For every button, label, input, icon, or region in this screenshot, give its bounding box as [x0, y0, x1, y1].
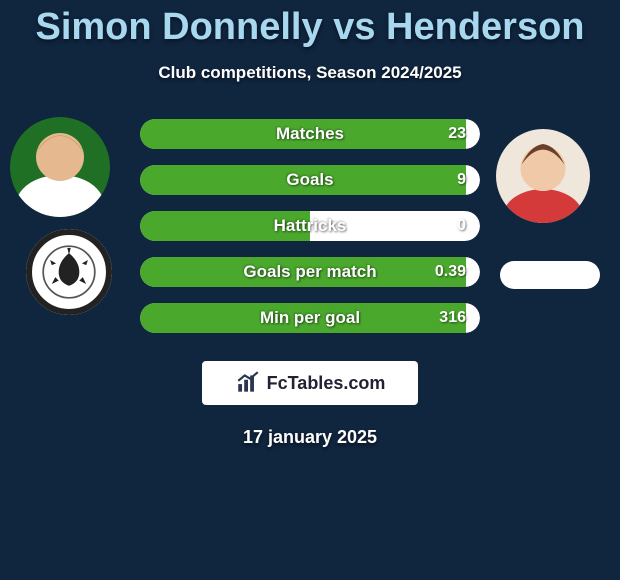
stat-row: Hattricks0	[140, 211, 480, 241]
vs-word: vs	[333, 6, 375, 48]
branding-box: FcTables.com	[202, 361, 418, 405]
player2-name: Henderson	[386, 6, 584, 48]
player1-avatar	[10, 117, 110, 217]
stat-bar-fill	[140, 211, 310, 241]
branding-text: FcTables.com	[267, 373, 386, 394]
player1-avatar-svg	[10, 117, 110, 217]
stat-row: Goals per match0.39	[140, 257, 480, 287]
player2-avatar	[496, 129, 590, 223]
stat-bars: Matches23 Goals9 Hattricks0 Goals per match…	[140, 119, 480, 349]
stat-row: Goals9	[140, 165, 480, 195]
club-badge-icon	[26, 229, 112, 315]
page-title: Simon Donnelly vs Henderson	[0, 0, 620, 49]
footer-date: 17 january 2025	[0, 427, 620, 448]
stat-bar-fill	[140, 119, 466, 149]
subtitle: Club competitions, Season 2024/2025	[0, 63, 620, 83]
stat-row: Min per goal316	[140, 303, 480, 333]
player1-club-badge	[26, 229, 112, 315]
player2-avatar-svg	[496, 129, 590, 223]
stat-bar-fill	[140, 257, 466, 287]
player2-club-badge	[500, 261, 600, 289]
stat-bar-fill	[140, 165, 466, 195]
stat-bar-fill	[140, 303, 466, 333]
comparison-panel: Matches23 Goals9 Hattricks0 Goals per match…	[0, 111, 620, 351]
player1-name: Simon Donnelly	[35, 6, 322, 48]
bar-chart-icon	[235, 370, 261, 396]
stat-row: Matches23	[140, 119, 480, 149]
